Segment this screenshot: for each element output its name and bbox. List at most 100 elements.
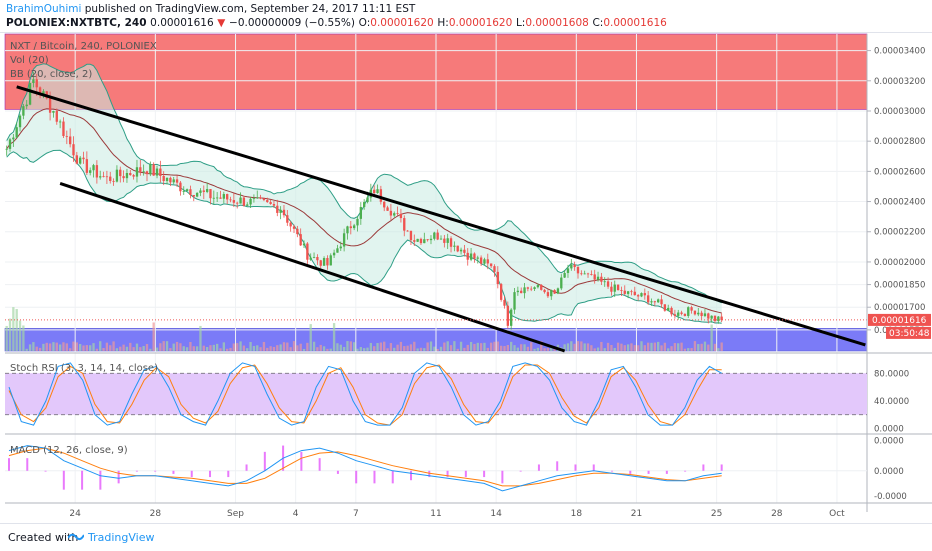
volume-bar [503, 346, 506, 351]
volume-bar [657, 341, 660, 351]
macd-histogram [8, 445, 723, 490]
stoch-rsi-grid [5, 372, 867, 416]
candle-body [713, 315, 717, 321]
volume-bar [162, 341, 165, 351]
candle-body [336, 248, 339, 253]
macd-histogram-bar [574, 464, 577, 471]
candle-body [373, 189, 376, 194]
volume-bar [553, 347, 556, 351]
volume-bar [393, 347, 396, 351]
candle-body [222, 194, 226, 199]
candle-body [483, 259, 486, 264]
candle-body [406, 230, 409, 232]
candle-body [352, 225, 356, 229]
candle-body [95, 165, 99, 178]
volume-bar [252, 345, 256, 351]
volume-bar [205, 347, 209, 351]
candle-body [289, 222, 292, 227]
volume-bar [172, 343, 175, 351]
candle-body [376, 189, 379, 194]
volume-bar [583, 343, 586, 351]
volume-bar [215, 343, 219, 351]
volume-bar [483, 342, 486, 351]
trendlines[interactable] [16, 85, 866, 353]
candle-body [175, 179, 179, 183]
time-axis[interactable]: 24 28 Sep 4 7 11 14 18 21 25 28 Oct [69, 509, 845, 519]
macd-histogram-bar [611, 470, 614, 472]
candle-body [657, 299, 660, 303]
chart-canvas[interactable]: NXT / Bitcoin, 240, POLONIEX Vol (20) BB… [0, 32, 932, 523]
macd-histogram-bar [336, 470, 339, 474]
candle-body [8, 139, 12, 149]
volume-bar [406, 345, 409, 351]
last-price-tag [868, 313, 931, 326]
candle-body [510, 309, 513, 326]
candle-body [105, 176, 109, 178]
candle-body [636, 295, 640, 297]
time-tick-label: Sep [227, 509, 244, 519]
tradingview-brand-link[interactable]: TradingView [88, 531, 155, 544]
volume-bar [419, 347, 423, 351]
candle-body [593, 274, 596, 280]
candle-body [48, 98, 52, 113]
candle-body [162, 175, 165, 181]
volume-bar [332, 323, 336, 351]
candle-body [159, 168, 162, 176]
volume-bar [373, 346, 376, 351]
macd-histogram-bar [318, 458, 321, 471]
low-value: 0.00001608 [525, 17, 589, 29]
candle-body [135, 167, 139, 177]
candle-body [520, 290, 523, 294]
volume-bar [566, 343, 570, 351]
volume-bar [697, 344, 700, 351]
price-tick-label: 0.00001850 [874, 281, 925, 291]
candle-body [316, 256, 319, 261]
volume-bar [593, 348, 596, 351]
volume-bar [606, 342, 610, 351]
volume-bar [239, 341, 242, 351]
author-link[interactable]: BrahimOuhimi [6, 3, 82, 15]
tradingview-logo-icon[interactable] [68, 532, 84, 542]
volume-bar [359, 347, 362, 351]
volume-bar [516, 347, 520, 351]
volume-bar [155, 347, 159, 351]
candle-body [643, 293, 646, 296]
candle-body [356, 218, 359, 226]
volume-bar [633, 345, 636, 351]
volume-bar [700, 343, 703, 351]
volume-bar [506, 344, 510, 351]
macd-histogram-bar [702, 464, 705, 471]
candle-body [155, 168, 159, 176]
volume-bar [199, 325, 202, 351]
volume-bars [5, 307, 723, 351]
candle-body [299, 234, 302, 246]
candle-body [82, 157, 85, 160]
macd-histogram-bar [117, 470, 120, 484]
candle-body [142, 171, 145, 173]
candle-body [399, 213, 403, 219]
volume-bar [510, 341, 513, 351]
volume-bar [165, 341, 169, 351]
candle-body [710, 315, 713, 319]
candle-body [687, 307, 690, 316]
candle-body [99, 176, 102, 178]
volume-bar [279, 344, 282, 351]
volume-bar [640, 341, 643, 351]
time-tick-label: 4 [293, 509, 299, 519]
volume-bar [540, 341, 543, 351]
volume-bar [643, 345, 646, 351]
candle-body [256, 197, 259, 199]
volume-bar [486, 347, 489, 351]
price-axis[interactable] [867, 34, 932, 351]
low-label: L: [515, 17, 526, 29]
volume-bar [322, 346, 326, 351]
candle-body [15, 127, 18, 138]
volume-bar [336, 343, 339, 351]
volume-bar [249, 342, 252, 351]
candle-body [205, 189, 209, 192]
price-tick-label: 0.00002800 [874, 137, 925, 147]
macd-histogram-bar [537, 464, 540, 471]
volume-bar [262, 341, 266, 351]
volume-bar [526, 346, 530, 351]
volume-bar [613, 347, 616, 351]
